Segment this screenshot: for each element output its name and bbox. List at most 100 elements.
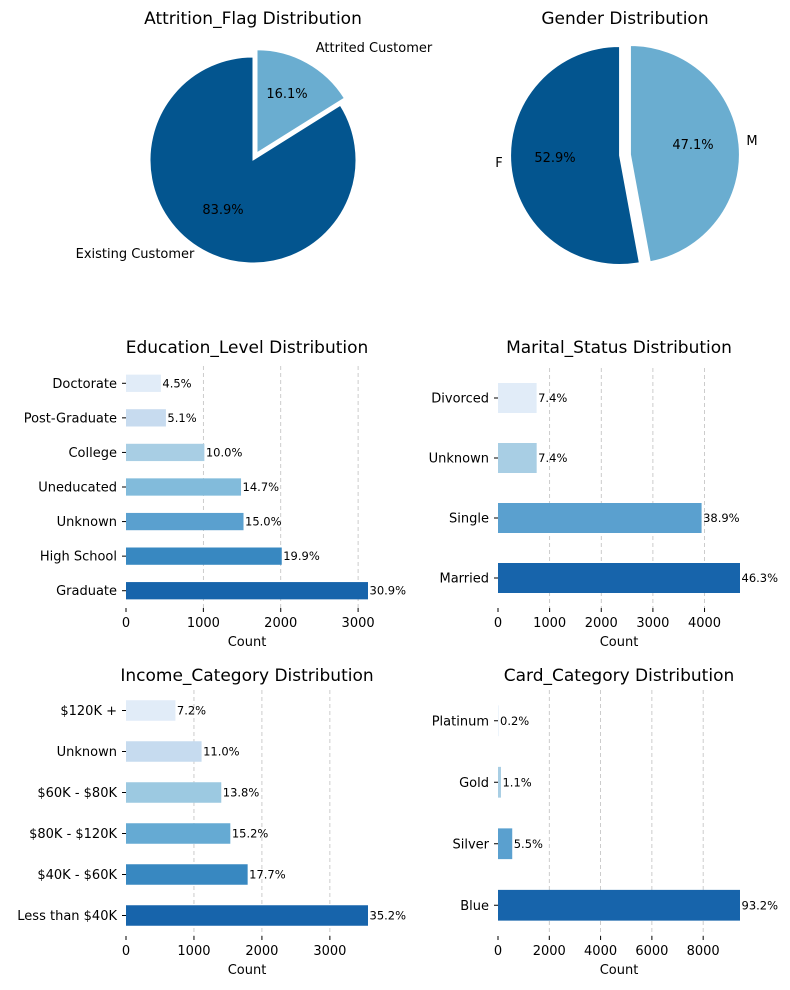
bar: [126, 443, 205, 462]
value-label: 14.7%: [243, 480, 280, 494]
value-label: 10.0%: [206, 445, 243, 459]
category-label: Divorced: [431, 392, 489, 407]
bar: [126, 374, 161, 392]
x-axis-label: Count: [228, 963, 267, 978]
pie-chart-0: Attrition_Flag Distribution Existing Cust…: [76, 9, 433, 264]
category-label: Platinum: [432, 714, 489, 729]
category-label: $80K - $120K: [29, 827, 117, 842]
pie-slice: [256, 49, 345, 154]
pie-slice: [510, 45, 640, 265]
bar-chart-3: Marital_Status Distribution Married 46.3% S…: [429, 338, 778, 650]
bar: [126, 547, 282, 565]
slice-percent-label: 83.9%: [202, 203, 243, 218]
category-label: Single: [449, 512, 489, 527]
x-tick-label: 2000: [533, 944, 566, 959]
value-label: 5.5%: [514, 837, 543, 851]
value-label: 13.8%: [223, 786, 260, 800]
bar: [126, 478, 242, 496]
pie-chart-1: Gender Distribution F 52.9% M 47.1%: [495, 9, 758, 265]
bar: [126, 782, 222, 803]
value-label: 15.0%: [245, 515, 282, 529]
x-tick-label: 3000: [636, 616, 669, 631]
chart-title: Income_Category Distribution: [120, 666, 373, 686]
category-label: Unknown: [57, 745, 117, 760]
value-label: 0.2%: [500, 714, 529, 728]
x-axis-label: Count: [228, 635, 267, 650]
category-label: Unknown: [57, 515, 117, 530]
value-label: 7.4%: [538, 391, 567, 405]
slice-label: Attrited Customer: [316, 41, 433, 56]
value-label: 19.9%: [283, 549, 320, 563]
x-tick-label: 3000: [313, 944, 346, 959]
bar: [498, 705, 499, 737]
category-label: Silver: [452, 837, 489, 852]
value-label: 35.2%: [370, 909, 407, 923]
chart-title: Marital_Status Distribution: [506, 338, 732, 358]
value-label: 30.9%: [370, 584, 407, 598]
x-tick-label: 1000: [177, 944, 210, 959]
value-label: 4.5%: [162, 376, 191, 390]
x-axis-label: Count: [600, 635, 639, 650]
bar: [498, 828, 513, 860]
slice-label: M: [746, 134, 757, 149]
bar-chart-5: Card_Category Distribution Blue 93.2% Silve…: [432, 666, 778, 978]
chart-title: Card_Category Distribution: [504, 666, 735, 686]
category-label: Gold: [459, 776, 489, 791]
x-tick-label: 3000: [342, 616, 375, 631]
slice-percent-label: 16.1%: [266, 87, 307, 102]
value-label: 15.2%: [232, 827, 269, 841]
bar: [498, 383, 537, 413]
value-label: 7.2%: [177, 704, 206, 718]
value-label: 7.4%: [538, 451, 567, 465]
x-tick-label: 0: [122, 944, 130, 959]
chart-title: Education_Level Distribution: [126, 338, 369, 358]
category-label: $40K - $60K: [37, 868, 117, 883]
pie-slice: [149, 56, 357, 264]
bar: [498, 503, 702, 533]
bar: [126, 582, 368, 600]
bar: [126, 409, 166, 427]
x-tick-label: 4000: [688, 616, 721, 631]
slice-label: Existing Customer: [76, 247, 195, 262]
x-tick-label: 2000: [585, 616, 618, 631]
bar: [498, 766, 501, 798]
category-label: Married: [439, 572, 489, 587]
x-axis-label: Count: [600, 963, 639, 978]
value-label: 1.1%: [502, 775, 531, 789]
x-tick-label: 2000: [245, 944, 278, 959]
x-tick-label: 1000: [187, 616, 220, 631]
category-label: $60K - $80K: [37, 786, 117, 801]
slice-percent-label: 52.9%: [534, 151, 575, 166]
category-label: $120K +: [60, 704, 117, 719]
x-tick-label: 1000: [533, 616, 566, 631]
category-label: Uneducated: [38, 481, 117, 496]
bar: [126, 741, 202, 762]
category-label: Post-Graduate: [24, 411, 117, 426]
slice-percent-label: 47.1%: [672, 138, 713, 153]
slice-label: F: [495, 156, 502, 171]
value-label: 46.3%: [742, 571, 779, 585]
value-label: 38.9%: [703, 511, 740, 525]
x-tick-label: 2000: [264, 616, 297, 631]
category-label: High School: [40, 550, 117, 565]
category-label: Graduate: [56, 584, 117, 599]
value-label: 93.2%: [742, 898, 779, 912]
bar: [498, 889, 740, 921]
x-tick-label: 0: [494, 616, 502, 631]
category-label: Blue: [460, 899, 489, 914]
x-tick-label: 0: [494, 944, 502, 959]
category-label: Unknown: [429, 452, 489, 467]
chart-title: Attrition_Flag Distribution: [144, 9, 362, 29]
bar: [126, 512, 244, 531]
bar: [498, 563, 740, 593]
category-label: College: [68, 446, 117, 461]
category-label: Doctorate: [52, 377, 117, 392]
value-label: 5.1%: [167, 411, 196, 425]
x-tick-label: 8000: [687, 944, 720, 959]
x-tick-label: 0: [122, 616, 130, 631]
value-label: 17.7%: [249, 868, 286, 882]
category-label: Less than $40K: [17, 909, 117, 924]
x-tick-label: 6000: [635, 944, 668, 959]
bar-chart-4: Income_Category Distribution Less than $4…: [17, 666, 406, 978]
value-label: 11.0%: [203, 745, 240, 759]
